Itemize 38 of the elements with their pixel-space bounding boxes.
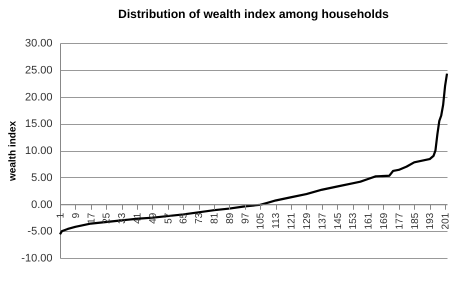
x-tick-label: 89: [224, 212, 236, 224]
x-tick-label: 145: [332, 212, 344, 230]
y-tick-label: 30.00: [24, 38, 52, 50]
x-tick-label: 49: [148, 212, 159, 224]
x-tick-label: 161: [364, 212, 375, 230]
x-tick-label: 97: [240, 212, 252, 224]
x-tick-label: 57: [163, 212, 174, 224]
x-tick-label: 9: [70, 212, 82, 218]
x-tick-label: 73: [194, 212, 206, 224]
y-tick-label: 20.00: [24, 91, 52, 104]
y-tick-label: 15.00: [24, 118, 52, 130]
x-tick-label: 153: [348, 212, 360, 230]
x-tick-label: 41: [132, 212, 144, 224]
y-tick-label: 5.00: [31, 172, 52, 184]
x-tick-label: 201: [440, 212, 452, 230]
x-tick-label: 121: [286, 212, 298, 230]
x-tick-label: 25: [102, 212, 113, 224]
x-tick-label: 137: [317, 212, 328, 230]
x-tick-label: 17: [86, 212, 98, 224]
x-tick-label: 65: [178, 212, 190, 224]
x-tick-label: 1: [56, 212, 66, 218]
y-axis-title: wealth index: [7, 120, 18, 182]
x-tick-label: 129: [302, 212, 313, 230]
x-tick-label: 105: [256, 212, 267, 230]
x-tick-label: 177: [394, 212, 406, 230]
y-tick-label: 0.00: [31, 198, 52, 211]
x-tick-label: 193: [425, 212, 436, 230]
x-tick-label: 33: [117, 212, 128, 224]
x-tick-label: 169: [378, 212, 390, 230]
y-tick-label: -5.00: [27, 226, 52, 238]
chart-title: Distribution of wealth index among households: [118, 7, 390, 21]
line-series: [58, 72, 448, 236]
y-tick-label: 25.00: [24, 64, 52, 76]
x-tick-label: 113: [271, 212, 282, 229]
y-tick-label: -10.00: [21, 252, 52, 264]
x-tick-label: 81: [210, 212, 221, 224]
y-tick-label: 10.00: [24, 145, 52, 157]
x-tick-label: 185: [410, 212, 421, 230]
